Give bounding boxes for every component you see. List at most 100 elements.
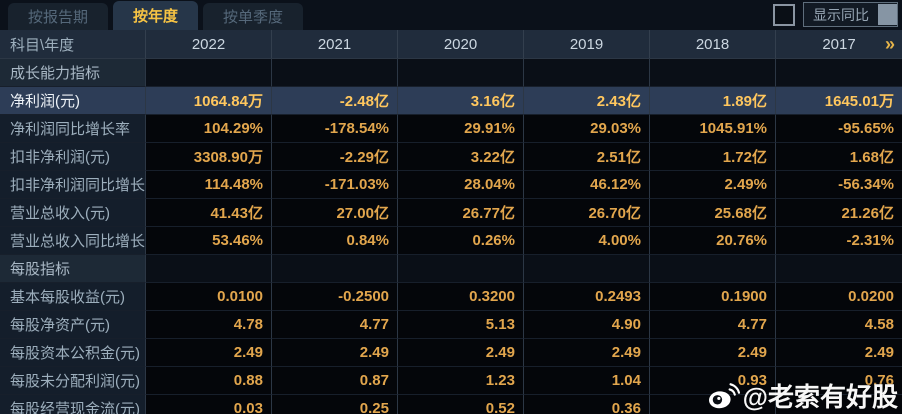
value-cell: 0.84%: [272, 227, 398, 255]
value-cell: 2.49%: [650, 171, 776, 199]
row-label: 每股净资产(元): [0, 311, 146, 339]
value-cell: 1645.01万: [776, 87, 902, 115]
value-cell: 21.26亿: [776, 199, 902, 227]
table-row: 每股经营现金流(元) 0.03 0.25 0.52 0.36: [0, 395, 902, 414]
value-cell: 4.77: [650, 311, 776, 339]
value-cell: 41.43亿: [146, 199, 272, 227]
tab-by-year[interactable]: 按年度: [113, 1, 199, 30]
row-label: 每股资本公积金(元): [0, 339, 146, 367]
value-cell: [272, 59, 398, 87]
row-label: 扣非净利润同比增长率: [0, 171, 146, 199]
value-cell: 1.23: [398, 367, 524, 395]
tab-by-report-period[interactable]: 按报告期: [8, 3, 109, 30]
value-cell: 25.68亿: [650, 199, 776, 227]
value-cell: [398, 59, 524, 87]
value-cell: 3308.90万: [146, 143, 272, 171]
value-cell: 2.43亿: [524, 87, 650, 115]
table-row: 营业总收入(元) 41.43亿 27.00亿 26.77亿 26.70亿 25.68亿 21…: [0, 199, 902, 227]
value-cell: -178.54%: [272, 115, 398, 143]
value-cell: 2.49: [524, 339, 650, 367]
value-cell: 1.89亿: [650, 87, 776, 115]
show-yoy-checkbox[interactable]: [773, 4, 795, 26]
value-cell: 4.77: [272, 311, 398, 339]
value-cell: 0.0100: [146, 283, 272, 311]
value-cell: 27.00亿: [272, 199, 398, 227]
year-header-2021[interactable]: 2021: [272, 30, 398, 58]
table-row: 每股资本公积金(元) 2.49 2.49 2.49 2.49 2.49 2.49: [0, 339, 902, 367]
table-row: 净利润(元) 1064.84万 -2.48亿 3.16亿 2.43亿 1.89亿 1645.…: [0, 87, 902, 115]
row-label: 净利润同比增长率: [0, 115, 146, 143]
value-cell: 0.88: [146, 367, 272, 395]
value-cell: 4.00%: [524, 227, 650, 255]
value-cell: 0.3200: [398, 283, 524, 311]
table-row: 扣非净利润(元) 3308.90万 -2.29亿 3.22亿 2.51亿 1.72亿 1.6…: [0, 143, 902, 171]
year-header-2018[interactable]: 2018: [650, 30, 776, 58]
value-cell: [650, 255, 776, 283]
value-cell: [650, 59, 776, 87]
value-cell: 26.77亿: [398, 199, 524, 227]
table-row: 每股净资产(元) 4.78 4.77 5.13 4.90 4.77 4.58: [0, 311, 902, 339]
year-header-2019[interactable]: 2019: [524, 30, 650, 58]
value-cell: 1064.84万: [146, 87, 272, 115]
value-cell: -171.03%: [272, 171, 398, 199]
year-header-2020[interactable]: 2020: [398, 30, 524, 58]
value-cell: 2.49: [272, 339, 398, 367]
value-cell: 2.51亿: [524, 143, 650, 171]
value-cell: 0.1900: [650, 283, 776, 311]
table-row: 每股未分配利润(元) 0.88 0.87 1.23 1.04 0.93 0.76: [0, 367, 902, 395]
value-cell: -2.29亿: [272, 143, 398, 171]
row-label: 净利润(元): [0, 87, 146, 115]
value-cell: [146, 59, 272, 87]
period-tabbar: 按报告期 按年度 按单季度 显示同比: [0, 0, 902, 30]
value-cell: 0.0200: [776, 283, 902, 311]
value-cell: 2.49: [776, 339, 902, 367]
value-cell: 1.72亿: [650, 143, 776, 171]
show-yoy-toggle[interactable]: 显示同比: [803, 2, 898, 27]
value-cell: [776, 59, 902, 87]
year-header-2022[interactable]: 2022: [146, 30, 272, 58]
value-cell: 2.49: [146, 339, 272, 367]
row-label: 扣非净利润(元): [0, 143, 146, 171]
year-header-2017[interactable]: 2017»: [822, 34, 895, 54]
row-label: 营业总收入(元): [0, 199, 146, 227]
value-cell: 5.13: [398, 311, 524, 339]
row-label: 成长能力指标: [0, 59, 146, 87]
value-cell: 26.70亿: [524, 199, 650, 227]
show-yoy-knob[interactable]: [878, 4, 897, 25]
tab-by-quarter[interactable]: 按单季度: [203, 3, 304, 30]
value-cell: 1.04: [524, 367, 650, 395]
value-cell: [650, 395, 776, 414]
value-cell: 46.12%: [524, 171, 650, 199]
value-cell: -2.48亿: [272, 87, 398, 115]
section-row: 每股指标: [0, 255, 902, 283]
value-cell: [272, 255, 398, 283]
table-row: 扣非净利润同比增长率 114.48% -171.03% 28.04% 46.12% 2.4…: [0, 171, 902, 199]
value-cell: [146, 255, 272, 283]
value-cell: -95.65%: [776, 115, 902, 143]
value-cell: 28.04%: [398, 171, 524, 199]
value-cell: 29.91%: [398, 115, 524, 143]
show-yoy-label: 显示同比: [813, 6, 869, 23]
value-cell: [776, 395, 902, 414]
row-label: 营业总收入同比增长率: [0, 227, 146, 255]
section-row: 成长能力指标: [0, 59, 902, 87]
value-cell: [398, 255, 524, 283]
value-cell: [524, 255, 650, 283]
value-cell: -2.31%: [776, 227, 902, 255]
value-cell: 0.03: [146, 395, 272, 414]
value-cell: 0.93: [650, 367, 776, 395]
row-label: 每股指标: [0, 255, 146, 283]
value-cell: 1.68亿: [776, 143, 902, 171]
value-cell: 4.90: [524, 311, 650, 339]
value-cell: 3.16亿: [398, 87, 524, 115]
value-cell: 0.25: [272, 395, 398, 414]
value-cell: 2.49: [398, 339, 524, 367]
value-cell: 104.29%: [146, 115, 272, 143]
table-body: 成长能力指标 净利润(元) 1064.84万 -2.48亿 3.16亿 2.43亿 1.89…: [0, 59, 902, 414]
row-label: 每股经营现金流(元): [0, 395, 146, 414]
more-years-chevron-icon[interactable]: »: [884, 34, 895, 54]
value-cell: 29.03%: [524, 115, 650, 143]
value-cell: 20.76%: [650, 227, 776, 255]
value-cell: 1045.91%: [650, 115, 776, 143]
